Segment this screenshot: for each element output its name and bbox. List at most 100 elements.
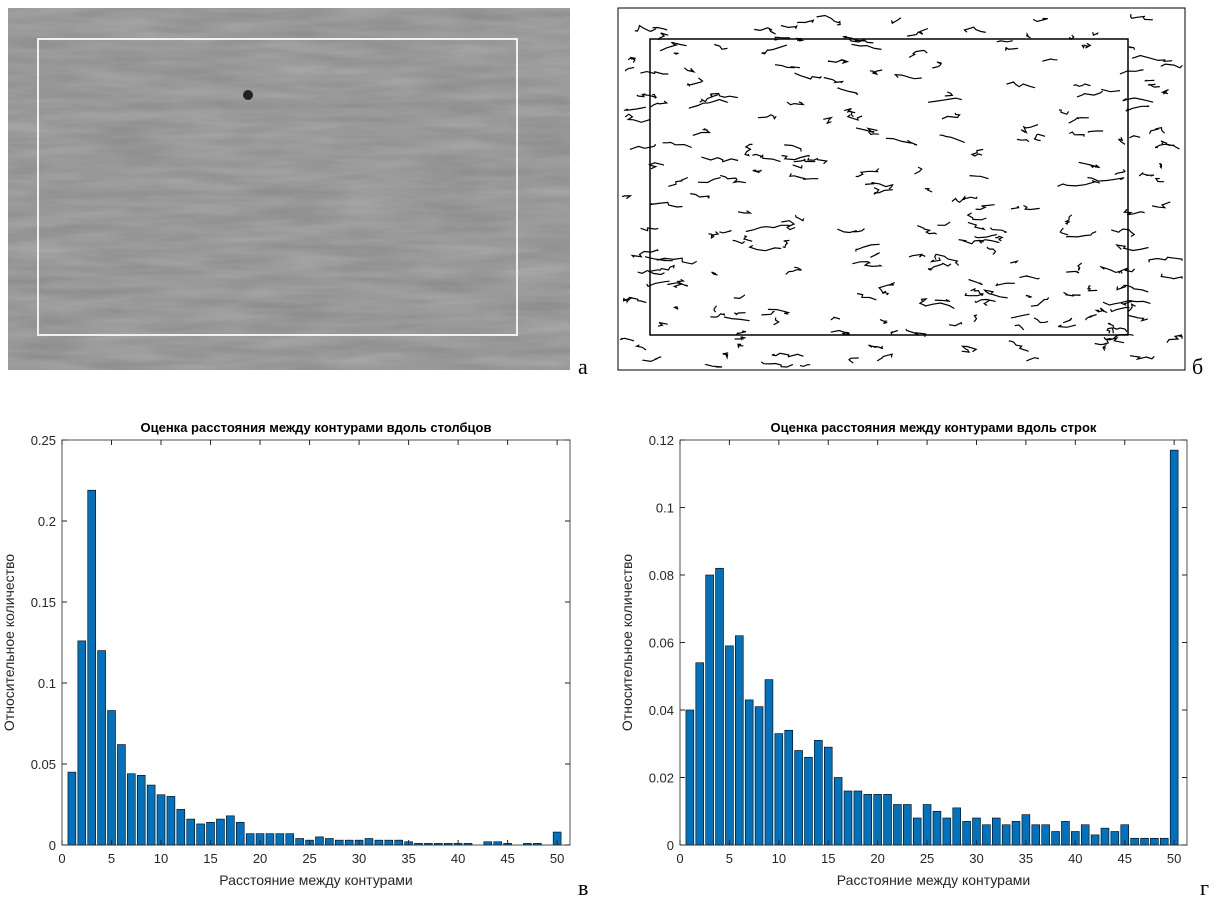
edge-contour [882,290,890,296]
edge-contour [692,127,712,136]
edge-contour [1058,109,1070,115]
edge-contour [1160,140,1168,145]
edge-contour [995,235,1004,242]
edge-contour [688,98,728,109]
y-tick-label: 0.25 [31,433,56,448]
bar [942,817,952,846]
edge-contour [978,239,1001,244]
edge-contour [1102,344,1107,351]
edge-contour [1087,176,1125,182]
edge-contour [973,314,978,323]
edge-contour [757,114,777,121]
edge-contour [644,256,673,262]
edge-contour [786,101,805,106]
bar [216,818,225,846]
edge-contour [1160,89,1169,95]
bar [922,804,932,846]
edge-contour [1057,324,1077,328]
edge-contour [929,257,941,263]
bar [1169,449,1179,846]
edge-contour [1066,231,1097,238]
edge-contour [1160,63,1183,69]
bar [77,640,87,846]
edge-contour [1117,136,1126,145]
bar [384,839,394,846]
edge-contour [830,329,851,336]
edge-contour [964,292,984,297]
edge-contour [733,294,746,300]
edge-contour [650,100,669,108]
edge-contour [961,195,978,201]
edge-contour [630,249,659,258]
x-axis-label: Расстояние между контурами [219,872,412,888]
bar [97,650,106,846]
edge-contour [752,169,762,174]
edge-contour [868,131,879,136]
edge-contour [878,281,896,295]
x-tick-label: 25 [920,851,934,866]
edge-contour [1026,32,1031,39]
y-tick-label: 0.08 [649,568,674,583]
edge-contour [794,214,805,222]
edge-contour [771,352,804,358]
bar [166,796,176,846]
x-tick-label: 35 [401,851,415,866]
bar [952,807,961,846]
edge-contour [1057,180,1100,187]
edge-contour [1138,171,1155,177]
edge-contour [1092,32,1099,37]
edge-contour [1073,83,1091,87]
x-tick-label: 40 [1068,851,1082,866]
edge-contour [767,308,791,315]
edge-contour [622,296,633,304]
edge-contour [627,56,636,63]
edge-contour [995,282,1015,287]
edge-contour [837,228,865,234]
edge-contour [855,168,880,178]
edge-contour [890,17,902,25]
x-tick-label: 30 [969,851,983,866]
edge-contour [624,113,651,123]
y-tick-label: 0.1 [38,676,56,691]
edge-contour [1064,214,1073,225]
edge-contour [885,137,918,146]
edge-contour [1129,135,1141,139]
bar [823,746,833,846]
y-tick-label: 0 [49,838,56,853]
edge-contour [876,353,893,362]
edge-contour [807,157,829,165]
edge-contour [652,26,668,31]
edge-contour [843,108,856,114]
edge-contour [641,356,662,363]
edge-contour [1014,324,1025,331]
bar [853,790,863,846]
edge-contour [704,363,723,368]
edge-contour [960,345,978,353]
edge-contour [879,318,888,325]
bar [705,574,714,846]
edge-contour [1131,54,1173,62]
edge-contour [967,221,986,231]
y-tick-label: 0.12 [649,433,674,448]
bar [1001,824,1011,846]
edge-contour [908,49,928,58]
bar [117,744,126,846]
panel-label: а [578,354,588,379]
bar [245,833,255,846]
bar [1140,837,1149,846]
edge-contour [662,141,692,149]
edge-contour [966,212,987,221]
edge-contour [745,224,790,233]
edge-contour [788,173,819,180]
edge-contour [667,282,689,287]
x-tick-label: 15 [203,851,217,866]
bar [1110,831,1120,846]
edge-contour [1114,169,1126,175]
bar [315,836,324,846]
edge-contour [1016,138,1030,143]
edge-contour [1078,161,1100,169]
bar [107,710,116,846]
edge-contour [907,27,929,37]
chart-title: Оценка расстояния между контурами вдоль … [771,420,1097,435]
x-tick-label: 45 [1118,851,1132,866]
